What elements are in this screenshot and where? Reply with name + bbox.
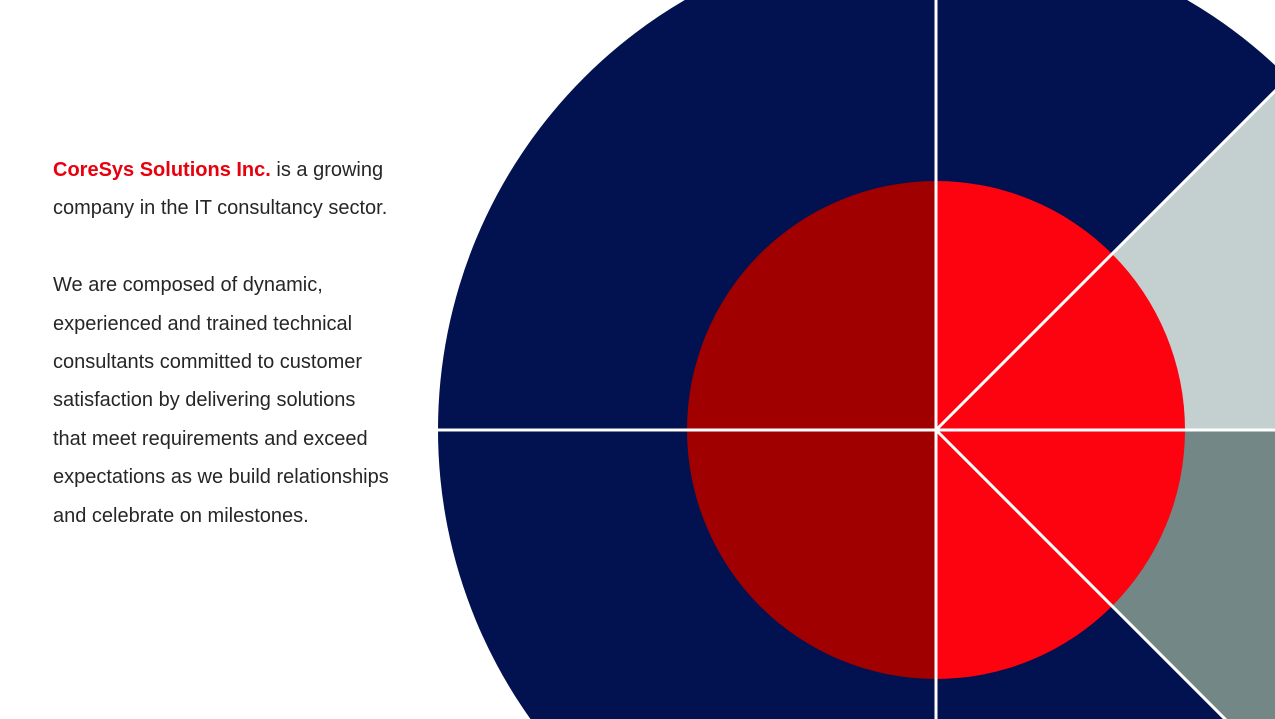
intro-line-1-rest: is a growing xyxy=(270,159,384,181)
body-line: We are composed of dynamic, xyxy=(53,274,323,297)
intro-line-2: company in the IT consultancy sector. xyxy=(53,197,388,220)
company-description: CoreSys Solutions Inc. is a growing comp… xyxy=(53,151,433,535)
company-name: CoreSys Solutions Inc. xyxy=(53,159,271,181)
body-line: expectations as we build relationships xyxy=(53,466,389,489)
body-line: consultants committed to customer xyxy=(53,351,363,374)
body-line: experienced and trained technical xyxy=(53,312,353,335)
diagonal-divider-upper xyxy=(934,88,1275,432)
body-line: satisfaction by delivering solutions xyxy=(53,389,356,412)
body-line: that meet requirements and exceed xyxy=(53,427,368,450)
diagonal-divider-lower xyxy=(934,428,1228,719)
intro-line-1: CoreSys Solutions Inc. is a growing xyxy=(53,151,433,189)
body-line: and celebrate on milestones. xyxy=(53,504,309,527)
paragraph-spacer xyxy=(53,228,433,266)
